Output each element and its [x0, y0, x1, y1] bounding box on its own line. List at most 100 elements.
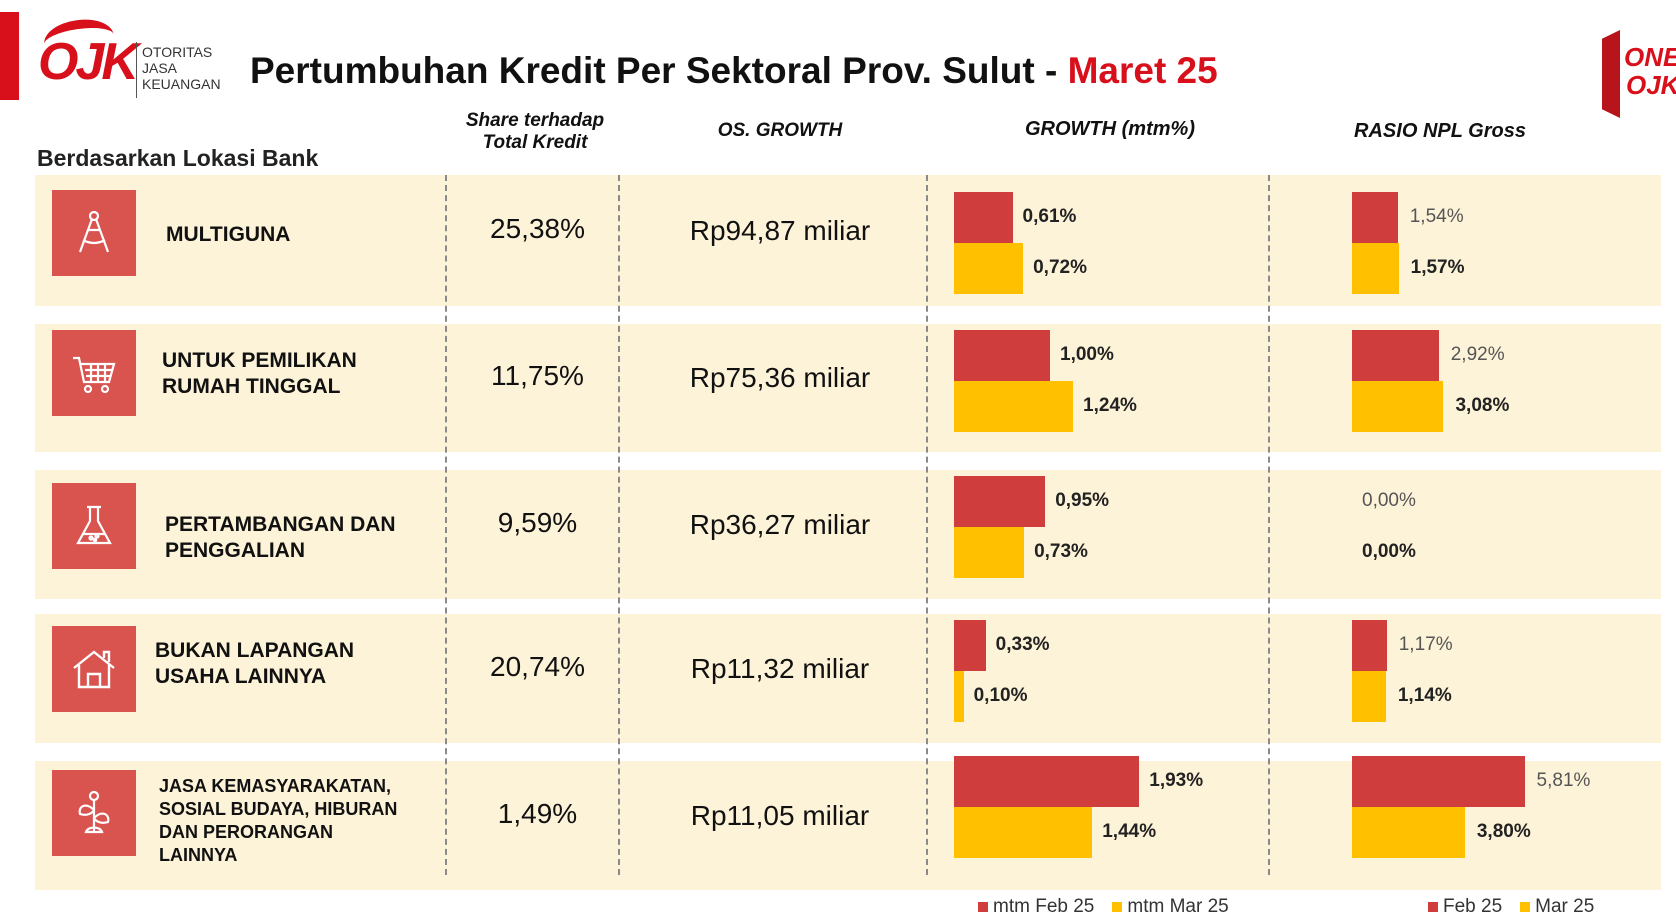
- sector-icon-tile: [52, 770, 136, 856]
- npl-bar-feb: [1352, 330, 1439, 381]
- growth-bar-feb: [954, 192, 1013, 243]
- column-header-share: Share terhadap Total Kredit: [440, 110, 630, 154]
- npl-label-mar: 1,57%: [1410, 257, 1465, 278]
- growth-legend: mtm Feb 25 mtm Mar 25: [978, 896, 1247, 918]
- legend-swatch-feb: [978, 902, 988, 912]
- npl-label-mar: 3,08%: [1455, 395, 1510, 416]
- table-row: [35, 470, 1661, 599]
- logo-line: OTORITAS: [142, 44, 213, 60]
- sector-icon-tile: [52, 483, 136, 569]
- npl-bar-mar: [1352, 807, 1465, 858]
- growth-bar-feb: [954, 756, 1140, 807]
- ojk-logo: OJK OTORITAS JASA KEUANGAN: [38, 15, 238, 102]
- legend-item-feb: mtm Feb 25: [978, 896, 1094, 918]
- legend-swatch-mar: [1112, 902, 1123, 912]
- column-divider: [618, 175, 620, 875]
- os-growth-value: Rp11,32 miliar: [690, 652, 870, 684]
- flask-icon: [76, 505, 112, 545]
- share-value: 20,74%: [490, 650, 585, 682]
- legend-item-mar: mtm Mar 25: [1112, 896, 1229, 918]
- share-value: 25,38%: [490, 212, 585, 244]
- npl-label-mar: 3,80%: [1476, 821, 1531, 842]
- sector-label-line: JASA KEMASYARAKATAN,: [159, 776, 392, 796]
- column-header-share-line: Share terhadap: [465, 110, 605, 131]
- growth-label-mar: 1,44%: [1102, 821, 1157, 842]
- table-row: [35, 614, 1661, 743]
- growth-bar-mar: [954, 527, 1025, 578]
- growth-label-feb: 1,93%: [1149, 770, 1204, 791]
- sector-label-line: PERTAMBANGAN DAN: [165, 513, 396, 536]
- title-accent: Maret 25: [1067, 50, 1218, 91]
- column-header-growth: GROWTH (mtm%): [1025, 118, 1195, 140]
- sector-label-line: DAN PERORANGAN: [159, 822, 334, 842]
- column-divider: [926, 175, 928, 875]
- sector-label-line: PENGGALIAN: [165, 539, 306, 562]
- column-divider: [1268, 175, 1270, 875]
- npl-legend: Feb 25 Mar 25: [1428, 896, 1612, 918]
- npl-label-feb: 0,00%: [1362, 490, 1416, 511]
- legend-label: mtm Mar 25: [1127, 896, 1229, 917]
- plant-icon: [78, 790, 110, 834]
- npl-bar-feb: [1352, 620, 1387, 671]
- npl-label-mar: 0,00%: [1362, 541, 1416, 562]
- badge-bottom: OJK: [1626, 70, 1676, 100]
- npl-bar-mar: [1352, 381, 1444, 432]
- sector-label-line: BUKAN LAPANGAN: [155, 639, 355, 662]
- title-main: Pertumbuhan Kredit Per Sektoral Prov. Su…: [250, 50, 1068, 91]
- sector-label: JASA KEMASYARAKATAN, SOSIAL BUDAYA, HIBUR…: [159, 775, 401, 867]
- sector-label: MULTIGUNA: [166, 222, 290, 248]
- legend-label: mtm Feb 25: [993, 896, 1095, 917]
- page-title: Pertumbuhan Kredit Per Sektoral Prov. Su…: [250, 50, 1218, 92]
- sector-icon-tile: [52, 626, 136, 712]
- legend-label: Feb 25: [1443, 896, 1503, 917]
- sector-label: BUKAN LAPANGAN USAHA LAINNYA: [155, 638, 354, 690]
- os-growth-value: Rp11,05 miliar: [690, 799, 870, 831]
- share-value: 11,75%: [491, 360, 584, 391]
- growth-bar-feb: [954, 620, 986, 671]
- growth-bar-feb: [954, 330, 1050, 381]
- column-header-share-line: Total Kredit: [482, 132, 588, 153]
- logo-line: JASA: [142, 60, 178, 76]
- npl-bar-feb: [1352, 192, 1398, 243]
- sector-label-line: USAHA LAINNYA: [155, 665, 327, 688]
- os-growth-value: Rp94,87 miliar: [689, 214, 871, 246]
- growth-label-mar: 0,72%: [1033, 257, 1087, 278]
- npl-bar-feb: [1352, 756, 1525, 807]
- sector-label-line: RUMAH TINGGAL: [162, 375, 341, 398]
- logo-text: OTORITAS JASA KEUANGAN: [142, 44, 221, 92]
- table-subtitle: Berdasarkan Lokasi Bank: [37, 145, 319, 171]
- npl-bar-mar: [1352, 671, 1386, 722]
- badge-flag: [1602, 30, 1620, 118]
- house-icon: [73, 650, 115, 689]
- sector-icon-tile: [52, 330, 136, 416]
- sector-label-line: MULTIGUNA: [166, 223, 291, 246]
- growth-bar-mar: [954, 671, 964, 722]
- sector-label: PERTAMBANGAN DAN PENGGALIAN: [165, 512, 396, 564]
- growth-label-feb: 0,95%: [1055, 490, 1110, 511]
- growth-bar-feb: [954, 476, 1046, 527]
- growth-label-mar: 1,24%: [1083, 395, 1137, 416]
- badge-top: ONE: [1624, 42, 1676, 72]
- logo-mark: OJK: [38, 33, 139, 91]
- growth-label-mar: 0,10%: [973, 685, 1028, 706]
- npl-label-feb: 1,54%: [1409, 206, 1464, 227]
- sector-label-line: UNTUK PEMILIKAN: [162, 349, 357, 372]
- cart-icon: [73, 356, 116, 394]
- legend-item-mar: Mar 25: [1520, 896, 1594, 918]
- growth-label-mar: 0,73%: [1034, 541, 1088, 562]
- npl-label-mar: 1,14%: [1397, 685, 1452, 706]
- legend-swatch-mar: [1520, 902, 1531, 912]
- os-growth-value: Rp36,27 miliar: [689, 508, 871, 540]
- accent-bar: [0, 12, 19, 100]
- one-ojk-badge: ONE OJK: [1600, 28, 1676, 120]
- growth-bar-mar: [954, 807, 1093, 858]
- growth-bar-mar: [954, 381, 1074, 432]
- sector-label: UNTUK PEMILIKAN RUMAH TINGGAL: [162, 348, 357, 400]
- npl-bar-mar: [1352, 243, 1399, 294]
- growth-label-feb: 0,33%: [995, 634, 1050, 655]
- legend-label: Mar 25: [1535, 896, 1595, 917]
- npl-label-feb: 5,81%: [1536, 770, 1591, 791]
- share-value: 1,49%: [497, 797, 578, 829]
- growth-bar-mar: [954, 243, 1024, 294]
- legend-swatch-feb: [1428, 902, 1438, 912]
